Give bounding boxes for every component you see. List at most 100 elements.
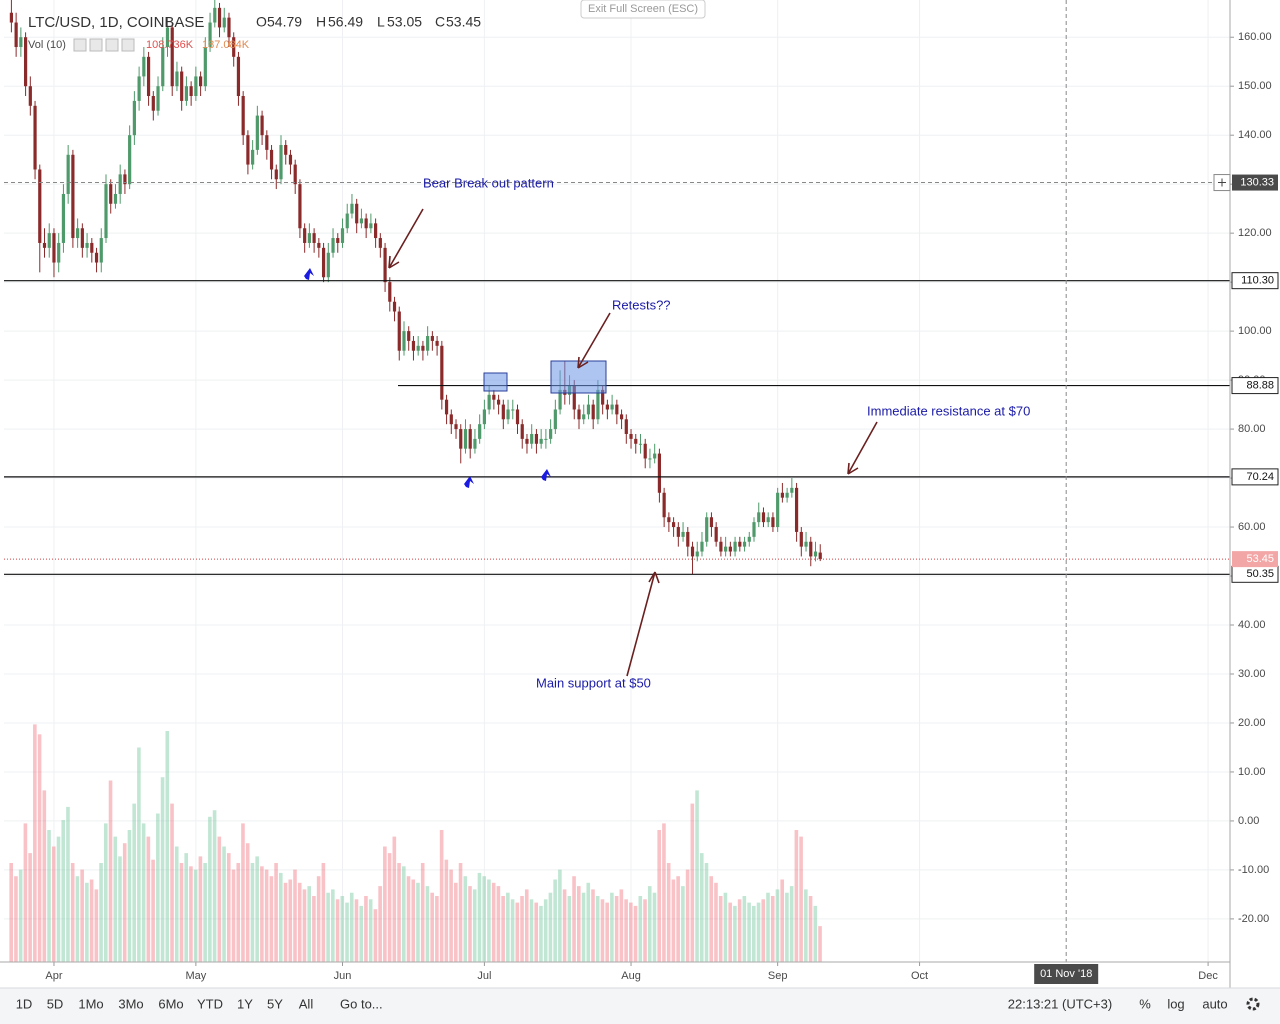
candle-body bbox=[222, 17, 226, 28]
candle-body bbox=[463, 429, 468, 449]
candle-body bbox=[232, 37, 236, 57]
candle-body bbox=[312, 233, 316, 243]
range-button[interactable]: 1Mo bbox=[78, 996, 103, 1011]
volume-bar bbox=[454, 882, 458, 962]
candle-body bbox=[99, 238, 103, 263]
candle-body bbox=[203, 47, 207, 87]
volume-bar bbox=[610, 892, 614, 962]
volume-bar bbox=[420, 863, 425, 962]
candle-body bbox=[76, 228, 80, 239]
button[interactable] bbox=[73, 38, 87, 52]
candle-body bbox=[478, 424, 482, 439]
grid bbox=[4, 0, 1230, 962]
candle-body bbox=[180, 71, 184, 101]
button[interactable] bbox=[121, 38, 135, 52]
volume-bar bbox=[539, 905, 543, 962]
range-button[interactable]: 5Y bbox=[267, 996, 283, 1011]
range-button[interactable]: YTD bbox=[197, 996, 223, 1011]
volume-bar bbox=[515, 902, 520, 962]
button[interactable] bbox=[105, 38, 119, 52]
volume-bar bbox=[482, 876, 486, 962]
arrow bbox=[847, 421, 878, 475]
volume-bar bbox=[756, 902, 761, 962]
candle-body bbox=[71, 154, 75, 239]
volume-bar bbox=[681, 886, 685, 962]
volume-bar bbox=[293, 869, 297, 962]
legend-buttons bbox=[73, 38, 135, 52]
candle-body bbox=[610, 404, 614, 410]
volume-bar bbox=[572, 876, 576, 962]
volume-bar bbox=[236, 863, 241, 962]
volume-bar bbox=[491, 882, 496, 962]
range-button[interactable]: 5D bbox=[47, 996, 64, 1011]
volume-bar bbox=[373, 909, 378, 962]
candle-body bbox=[454, 424, 458, 430]
candle-body bbox=[747, 536, 751, 542]
volume-bar bbox=[633, 905, 638, 962]
level-label-box bbox=[1231, 468, 1279, 486]
ohlc-letter: O bbox=[256, 14, 267, 30]
scale-option[interactable]: log bbox=[1167, 996, 1184, 1011]
volume-bar bbox=[80, 869, 84, 962]
candle-body bbox=[643, 443, 647, 459]
volume-bar bbox=[364, 896, 368, 962]
volume-bar bbox=[264, 869, 269, 962]
candle-body bbox=[47, 233, 51, 248]
candle-body bbox=[246, 135, 250, 165]
candle-body bbox=[813, 551, 818, 557]
volume-bar bbox=[614, 896, 619, 962]
button[interactable] bbox=[89, 38, 103, 52]
candle-body bbox=[525, 438, 529, 444]
candle-body bbox=[596, 389, 600, 420]
range-button[interactable]: 1D bbox=[16, 996, 33, 1011]
candle-body bbox=[66, 154, 70, 194]
volume-bar bbox=[75, 876, 80, 962]
volume-bar bbox=[387, 853, 392, 962]
candle-body bbox=[577, 409, 581, 420]
candle-body bbox=[236, 56, 241, 97]
candle-body bbox=[151, 96, 155, 111]
candle-body bbox=[804, 541, 808, 547]
candle-body bbox=[416, 345, 420, 351]
range-button[interactable]: 6Mo bbox=[158, 996, 183, 1011]
volume-bar bbox=[638, 896, 643, 962]
candle-body bbox=[771, 517, 775, 528]
candle-body bbox=[132, 100, 136, 136]
candle-body bbox=[780, 492, 784, 498]
volume-bar bbox=[704, 863, 709, 962]
volume-bar bbox=[775, 889, 780, 962]
goto[interactable]: Go to... bbox=[340, 996, 383, 1011]
volume-bar bbox=[85, 882, 89, 962]
volume-bar bbox=[146, 836, 151, 962]
range-button[interactable]: 1Y bbox=[237, 996, 253, 1011]
volume-value: 108.736K bbox=[146, 39, 194, 51]
volume-bar bbox=[510, 899, 515, 962]
settings-icon[interactable] bbox=[1246, 997, 1260, 1011]
volume-bar bbox=[534, 902, 539, 962]
volume-bar bbox=[160, 777, 165, 962]
volume-bar bbox=[349, 892, 354, 962]
volume-bar bbox=[245, 843, 250, 962]
volume-bar bbox=[595, 896, 600, 962]
candle-body bbox=[189, 86, 193, 97]
candle-body bbox=[274, 169, 278, 180]
scale-option[interactable]: % bbox=[1139, 996, 1151, 1011]
scale-option[interactable]: auto bbox=[1202, 996, 1227, 1011]
exit-fullscreen[interactable] bbox=[580, 0, 706, 19]
candle-body bbox=[392, 301, 397, 312]
axes: 160.00150.00140.00130.00120.00110.00100.… bbox=[0, 0, 1279, 988]
range-button[interactable]: All bbox=[299, 996, 314, 1011]
volume-bar bbox=[690, 803, 695, 962]
candle-body bbox=[123, 174, 127, 185]
candle-body bbox=[776, 492, 780, 528]
range-button[interactable]: 3Mo bbox=[118, 996, 143, 1011]
volume-bar bbox=[818, 926, 822, 962]
ohlc-letter: C bbox=[435, 14, 445, 30]
level-label-box bbox=[1231, 272, 1279, 290]
candle-body bbox=[345, 213, 349, 229]
volume-bar bbox=[629, 902, 633, 962]
candle-body bbox=[19, 37, 23, 48]
candle-body bbox=[662, 492, 666, 518]
candle-body bbox=[705, 517, 709, 542]
x-tick-label: May bbox=[185, 970, 206, 982]
